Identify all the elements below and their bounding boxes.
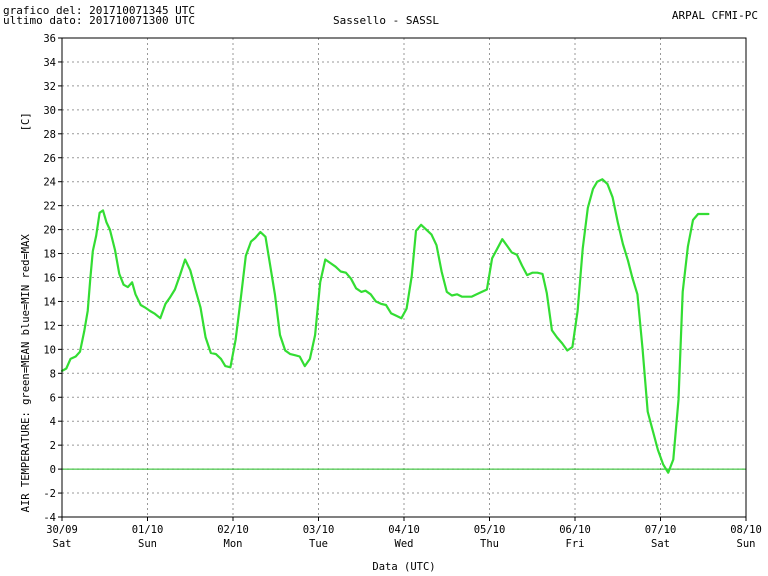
x-tick-date: 30/09 bbox=[46, 524, 78, 536]
y-tick-label: 10 bbox=[43, 344, 56, 356]
y-tick-label: 30 bbox=[43, 105, 56, 117]
y-tick-label: 8 bbox=[50, 368, 56, 380]
y-tick-label: 32 bbox=[43, 81, 56, 93]
last-data-time: ultimo dato: 201710071300 UTC bbox=[3, 14, 196, 27]
y-tick-label: 18 bbox=[43, 249, 56, 261]
y-tick-label: 20 bbox=[43, 225, 56, 237]
y-tick-label: 16 bbox=[43, 273, 56, 285]
x-tick-date: 06/10 bbox=[559, 524, 591, 536]
x-tick-date: 02/10 bbox=[217, 524, 249, 536]
y-tick-label: 36 bbox=[43, 33, 56, 45]
x-tick-day: Thu bbox=[480, 538, 499, 550]
y-tick-label: 28 bbox=[43, 129, 56, 141]
x-tick-day: Sun bbox=[737, 538, 756, 550]
x-tick-date: 03/10 bbox=[303, 524, 335, 536]
x-tick-day: Tue bbox=[309, 538, 328, 550]
chart-generated-time: grafico del: 201710071345 UTC bbox=[3, 4, 196, 17]
y-tick-label: 6 bbox=[50, 392, 56, 404]
y-tick-label: 24 bbox=[43, 177, 56, 189]
x-tick-day: Sun bbox=[138, 538, 157, 550]
chart-title: Sassello - SASSL bbox=[333, 14, 439, 27]
series-line-mean bbox=[60, 178, 710, 474]
y-tick-label: 22 bbox=[43, 201, 56, 213]
y-axis-unit: [C] bbox=[20, 112, 32, 131]
x-tick-day: Sat bbox=[651, 538, 670, 550]
x-axis-label: Data (UTC) bbox=[372, 561, 435, 573]
y-tick-label: -2 bbox=[43, 488, 56, 500]
y-tick-label: -4 bbox=[43, 512, 56, 524]
grid bbox=[62, 38, 746, 517]
x-tick-date: 07/10 bbox=[645, 524, 677, 536]
organization-label: ARPAL CFMI-PC bbox=[671, 9, 758, 22]
y-tick-label: 34 bbox=[43, 57, 56, 69]
x-tick-day: Mon bbox=[224, 538, 243, 550]
x-tick-date: 05/10 bbox=[474, 524, 506, 536]
y-axis-label: AIR TEMPERATURE: green=MEAN blue=MIN red… bbox=[20, 234, 32, 513]
x-tick-date: 08/10 bbox=[730, 524, 762, 536]
x-tick-day: Fri bbox=[566, 538, 585, 550]
y-tick-label: 12 bbox=[43, 320, 56, 332]
y-tick-label: 26 bbox=[43, 153, 56, 165]
y-tick-label: 14 bbox=[43, 296, 56, 308]
y-tick-label: 4 bbox=[50, 416, 56, 428]
x-axis-ticks: 30/09 Sat 01/10 Sun 02/10 Mon 03/10 Tue 04/10 Wed… bbox=[46, 517, 762, 550]
x-tick-date: 04/10 bbox=[388, 524, 420, 536]
x-tick-date: 01/10 bbox=[132, 524, 164, 536]
y-tick-label: 2 bbox=[50, 440, 56, 452]
x-tick-day: Wed bbox=[395, 538, 414, 550]
y-tick-label: 0 bbox=[50, 464, 56, 476]
x-tick-day: Sat bbox=[53, 538, 72, 550]
